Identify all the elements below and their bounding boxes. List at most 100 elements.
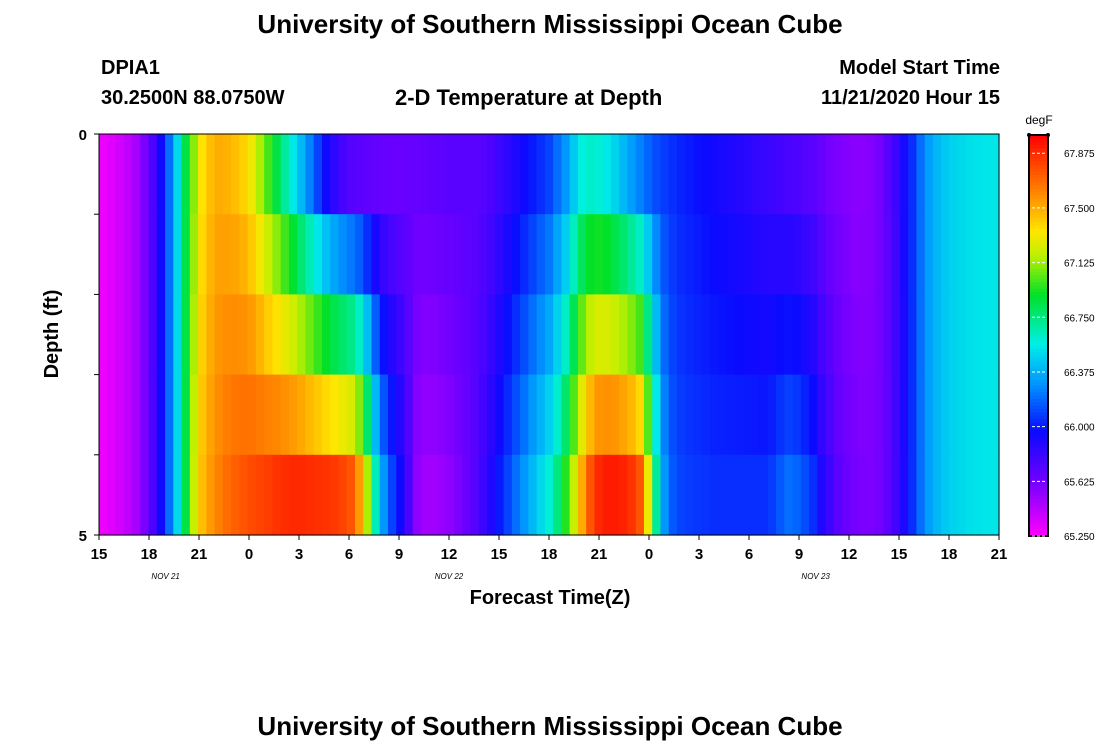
heatmap-cell	[470, 134, 480, 215]
heatmap-cell	[321, 214, 331, 295]
x-tick-label: 3	[695, 546, 703, 563]
colorbar-swatch	[1029, 258, 1048, 263]
heatmap-cells	[99, 134, 1000, 536]
heatmap-cell	[990, 454, 1000, 536]
heatmap-cell	[445, 134, 455, 215]
heatmap-cell	[421, 134, 430, 215]
heatmap-cell	[561, 134, 571, 215]
colorbar-swatch	[1029, 138, 1048, 143]
heatmap-cell	[965, 454, 975, 536]
heatmap-cell	[982, 374, 992, 456]
colorbar-swatch	[1029, 165, 1048, 170]
heatmap-cell	[272, 294, 282, 376]
heatmap-cell	[214, 374, 224, 456]
station-coordinates: 30.2500N 88.0750W	[101, 87, 285, 109]
colorbar-swatch	[1029, 245, 1048, 250]
date-label: NOV 21	[151, 572, 179, 581]
x-tick-label: 15	[491, 546, 508, 563]
heatmap-cell	[916, 214, 926, 295]
heatmap-cell	[627, 374, 637, 456]
heatmap-cell	[701, 134, 711, 215]
heatmap-cell	[891, 214, 901, 295]
x-tick-label: 12	[441, 546, 458, 563]
heatmap-cell	[676, 294, 686, 376]
colorbar-swatch	[1029, 235, 1048, 240]
colorbar-swatch	[1029, 328, 1048, 333]
colorbar-swatch	[1029, 265, 1048, 270]
heatmap-cell	[272, 374, 282, 456]
heatmap-cell	[710, 214, 719, 295]
heatmap-cell	[338, 294, 348, 376]
colorbar-swatch	[1029, 268, 1048, 273]
heatmap-cell	[297, 454, 307, 536]
heatmap-cell	[148, 374, 158, 456]
heatmap-cell	[396, 134, 406, 215]
colorbar-tick-label: 65.625	[1064, 477, 1095, 488]
heatmap-cell	[891, 374, 901, 456]
heatmap-cell	[850, 374, 860, 456]
heatmap-cell	[536, 214, 546, 295]
heatmap-cell	[313, 214, 323, 295]
colorbar-swatch	[1029, 445, 1048, 450]
heatmap-cell	[734, 454, 744, 536]
heatmap-cell	[421, 294, 430, 376]
colorbar-swatch	[1029, 295, 1048, 300]
heatmap-cell	[875, 454, 885, 536]
colorbar-swatch	[1029, 405, 1048, 410]
heatmap-cell	[503, 454, 513, 536]
heatmap-cell	[470, 374, 480, 456]
heatmap-cell	[825, 294, 835, 376]
heatmap-cell	[511, 214, 521, 295]
heatmap-cell	[255, 134, 265, 215]
heatmap-cell	[553, 454, 562, 536]
heatmap-cell	[280, 374, 290, 456]
heatmap-cell	[685, 374, 695, 456]
colorbar-swatch	[1029, 462, 1048, 467]
heatmap-cell	[751, 214, 761, 295]
heatmap-cell	[123, 454, 133, 536]
heatmap-cell	[288, 294, 298, 376]
heatmap-cell	[255, 374, 265, 456]
heatmap-cell	[990, 214, 1000, 295]
heatmap-cell	[264, 374, 273, 456]
heatmap-cell	[842, 374, 851, 456]
heatmap-cell	[387, 134, 397, 215]
heatmap-cell	[99, 214, 108, 295]
heatmap-cell	[842, 294, 851, 376]
heatmap-cell	[726, 294, 736, 376]
heatmap-cell	[462, 294, 472, 376]
heatmap-cell	[577, 374, 587, 456]
heatmap-cell	[586, 454, 596, 536]
colorbar-swatch	[1029, 335, 1048, 340]
colorbar-swatch	[1029, 302, 1048, 307]
heatmap-cell	[751, 294, 761, 376]
heatmap-cell	[354, 294, 364, 376]
heatmap-cell	[363, 294, 373, 376]
heatmap-cell	[858, 454, 868, 536]
colorbar-swatch	[1029, 368, 1048, 373]
heatmap-cell	[528, 214, 538, 295]
heatmap-cell	[330, 134, 340, 215]
heatmap-cell	[313, 294, 323, 376]
colorbar-swatch	[1029, 492, 1048, 497]
heatmap-cell	[561, 294, 571, 376]
heatmap-cell	[759, 294, 769, 376]
heatmap-cell	[743, 294, 752, 376]
heatmap-cell	[850, 454, 860, 536]
colorbar-swatch	[1029, 218, 1048, 223]
heatmap-cell	[404, 134, 414, 215]
heatmap-cell	[767, 374, 777, 456]
heatmap-cell	[974, 454, 984, 536]
heatmap-cell	[503, 294, 513, 376]
heatmap-cell	[594, 374, 604, 456]
heatmap-cell	[280, 454, 290, 536]
colorbar-swatch	[1029, 325, 1048, 330]
heatmap-cell	[412, 214, 422, 295]
colorbar-swatch	[1029, 175, 1048, 180]
colorbar-swatch	[1029, 469, 1048, 474]
heatmap-cell	[660, 454, 670, 536]
colorbar-swatch	[1029, 485, 1048, 490]
heatmap-cell	[107, 454, 117, 536]
colorbar-tick-label: 67.500	[1064, 204, 1095, 215]
heatmap-cell	[850, 214, 860, 295]
